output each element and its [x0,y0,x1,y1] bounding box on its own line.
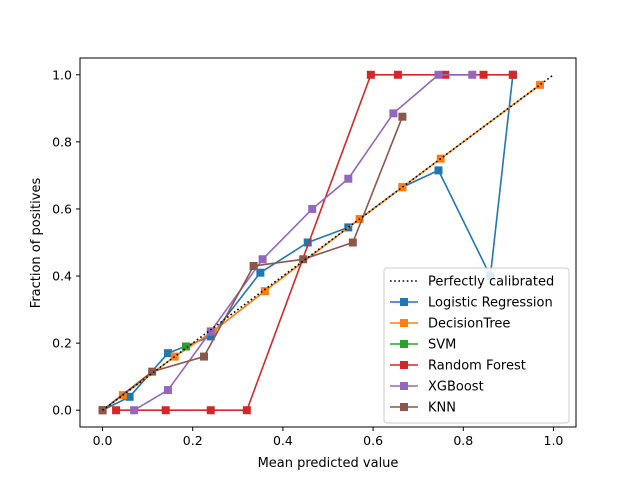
x-tick-label: 0.0 [93,433,113,448]
data-point [535,80,544,89]
y-tick-label: 0.8 [52,134,72,149]
legend-label: KNN [428,401,456,416]
data-point [170,352,179,361]
x-tick-label: 0.4 [273,433,293,448]
legend-label: Random Forest [428,359,526,374]
legend-label: DecisionTree [428,317,510,332]
data-point [249,261,258,270]
data-point [479,70,488,79]
data-point [112,406,121,415]
data-point [258,255,267,264]
reference-line [102,74,554,411]
legend-item: SVM [390,338,456,353]
legend-swatch-marker [400,382,408,390]
data-point [434,166,443,175]
y-tick-label: 1.0 [52,67,72,82]
data-point [206,327,215,336]
data-point [348,238,357,247]
legend-item: Logistic Regression [390,296,553,311]
legend-swatch-marker [400,298,408,306]
data-point [200,352,208,361]
legend-swatch-marker [400,403,408,411]
data-point [389,109,398,118]
data-point [256,268,265,277]
y-axis-label: Fraction of positives [29,178,44,309]
legend-swatch-marker [400,361,408,369]
data-point [398,112,407,121]
y-tick-label: 0.2 [52,336,72,351]
data-point [398,183,407,192]
legend-label: XGBoost [428,380,484,395]
plot-frame [79,57,577,428]
data-point [130,406,139,415]
series-svm [181,342,190,351]
x-tick-label: 0.2 [183,433,203,448]
legend-swatch-marker [400,319,408,327]
x-tick-label: 0.8 [453,433,473,448]
data-point [508,70,517,79]
data-point [468,70,477,79]
data-point [434,70,443,79]
data-point [393,70,402,79]
y-tick-label: 0.6 [52,201,72,216]
data-point [308,204,317,213]
data-point [181,342,190,351]
legend-item: Random Forest [390,359,526,374]
x-tick-label: 1.0 [544,433,564,448]
data-point [299,255,308,264]
legend-swatch-marker [400,340,408,348]
y-tick-label: 0.4 [52,269,72,284]
series-xgboost [130,70,477,415]
data-point [206,406,215,415]
data-point [161,406,170,415]
data-point [366,70,375,79]
x-axis-ticks: 0.0 0.2 0.4 0.6 0.8 1.0 [93,427,564,448]
legend-item: KNN [390,401,456,416]
data-point [344,174,353,183]
legend-item: XGBoost [390,380,484,395]
data-point [206,332,215,341]
data-point [242,406,251,415]
legend-label: SVM [428,338,456,353]
legend-label: Perfectly calibrated [428,275,554,290]
y-axis-ticks: 0.0 0.2 0.4 0.6 0.8 1.0 [52,67,80,418]
y-tick-label: 0.0 [52,403,72,418]
data-point [148,367,157,376]
legend-box [383,267,570,424]
legend-item: DecisionTree [390,317,510,332]
data-point [163,386,172,395]
x-axis-label: Mean predicted value [258,456,399,471]
legend-label: Logistic Regression [428,296,553,311]
plot-area [79,57,577,428]
data-point [303,238,312,247]
series-knn [98,112,407,415]
legend-item: Perfectly calibrated [390,275,554,290]
data-point [125,392,134,401]
legend: Perfectly calibrated Logistic Regression D… [383,267,570,424]
data-point [260,287,269,296]
data-point [163,349,172,358]
x-tick-label: 0.6 [363,433,383,448]
